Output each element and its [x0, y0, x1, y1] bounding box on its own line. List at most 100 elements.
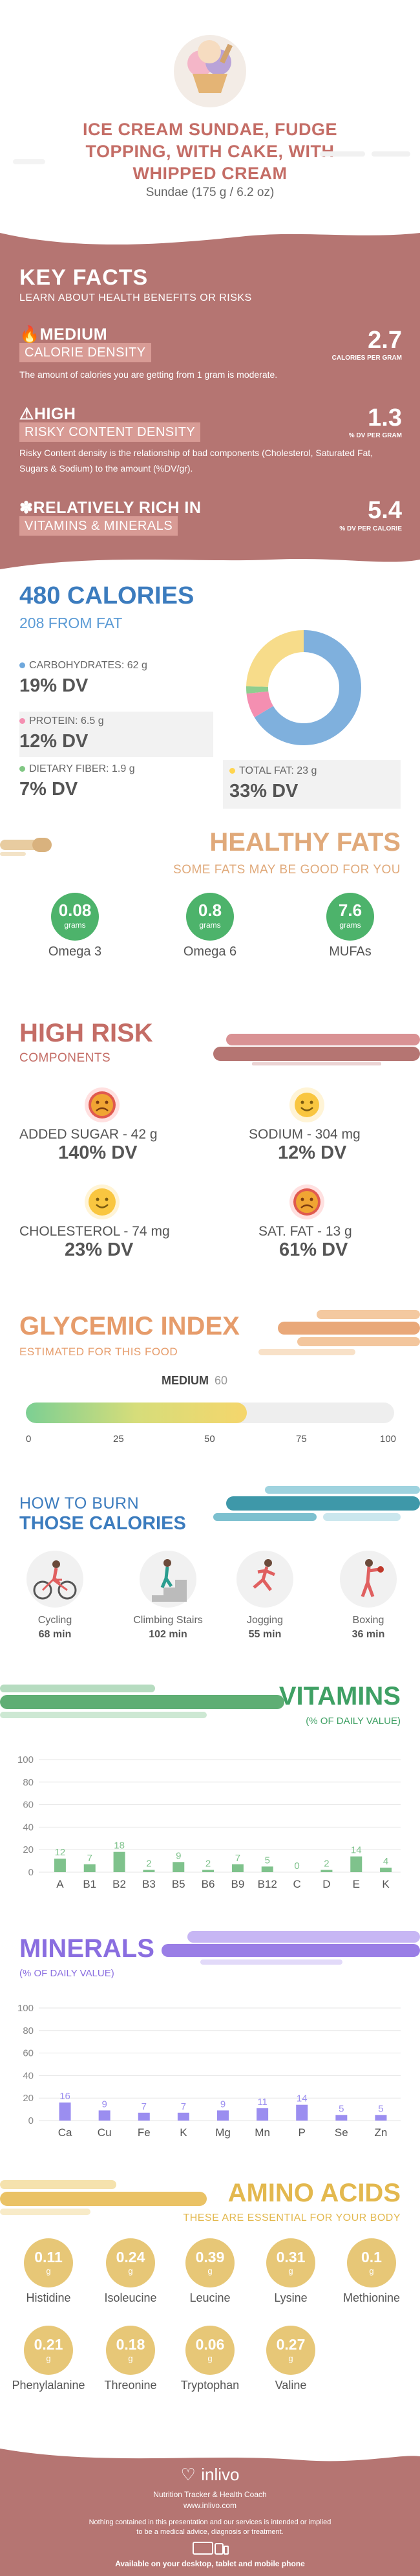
- high-risk-title: HIGH RISK: [19, 1019, 153, 1047]
- risky-content-fact: ⚠HIGH RISKY CONTENT DENSITY Risky Conten…: [19, 404, 381, 476]
- bar-Ca: [59, 2102, 71, 2121]
- amino-label: Methionine: [342, 2291, 401, 2304]
- nutrient-label: TOTAL FAT: 23 g: [239, 765, 317, 776]
- bar-value-label: 14: [351, 1845, 362, 1856]
- amino-title: AMINO ACIDS: [227, 2179, 401, 2207]
- bar-K: [380, 1868, 392, 1872]
- y-tick-label: 80: [23, 2025, 34, 2036]
- amino-isoleucine: 0.24 g Isoleucine: [89, 2238, 173, 2305]
- burn-label: Climbing Stairs: [133, 1615, 203, 1626]
- fact-description: Risky Content density is the relationshi…: [19, 448, 373, 474]
- healthy-fats-subtitle: SOME FATS MAY BE GOOD FOR YOU: [173, 863, 401, 877]
- fact-unit: % DV PER GRAM: [348, 432, 402, 439]
- jogging-icon: [236, 1550, 294, 1608]
- amino-bubble: 0.1 g: [347, 2238, 396, 2287]
- amino-bubble: 0.27 g: [266, 2326, 315, 2375]
- nutrient-label: DIETARY FIBER: 1.9 g: [29, 763, 135, 774]
- x-tick-label: B2: [112, 1878, 126, 1890]
- bar-value-label: 2: [205, 1859, 211, 1870]
- warning-icon: ⚠: [19, 405, 34, 423]
- y-tick-label: 100: [17, 1754, 34, 1765]
- fat-omega6: 0.8 grams Omega 6: [171, 893, 249, 959]
- fat-mufas: 7.6 grams MUFAs: [311, 893, 389, 959]
- bar-A: [54, 1859, 66, 1872]
- bar-P: [296, 2104, 308, 2121]
- amino-label: Histidine: [26, 2291, 71, 2304]
- devices-icon: [0, 2541, 420, 2559]
- bar-value-label: 7: [87, 1853, 92, 1864]
- burn-cycling: Cycling 68 min: [19, 1550, 90, 1641]
- footer-url[interactable]: www.inlivo.com: [183, 2501, 237, 2510]
- bar-value-label: 5: [339, 2103, 344, 2114]
- y-tick-label: 40: [23, 1822, 34, 1833]
- page-title: ICE CREAM SUNDAE, FUDGE TOPPING, WITH CA…: [82, 120, 338, 183]
- healthy-fats-title: HEALTHY FATS: [209, 828, 401, 857]
- bar-value-label: 9: [101, 2099, 107, 2110]
- bar-value-label: 0: [294, 1861, 299, 1872]
- bar-value-label: 4: [383, 1856, 388, 1867]
- heart-logo-icon: ♡: [180, 2465, 196, 2484]
- carbs-dot-icon: [19, 662, 25, 669]
- amino-valine: 0.27 g Valine: [249, 2326, 333, 2392]
- glycemic-bar: [26, 1403, 394, 1423]
- fact-value: 2.7: [368, 327, 402, 354]
- fact-level: MEDIUM: [39, 325, 108, 344]
- x-tick-label: K: [382, 1878, 390, 1890]
- bar-B5: [173, 1862, 185, 1872]
- risk-sodium: SODIUM - 304 mg 12% DV: [249, 1087, 404, 1164]
- decor-bars-glycemic: [258, 1310, 420, 1362]
- footer-disclaimer-1: Nothing contained in this presentation a…: [89, 2518, 331, 2526]
- amino-label: Phenylalanine: [12, 2379, 85, 2392]
- cycling-icon: [26, 1550, 84, 1608]
- x-tick-label: K: [180, 2126, 187, 2139]
- y-tick-label: 0: [28, 1867, 34, 1878]
- minerals-subtitle: (% OF DAILY VALUE): [19, 1968, 114, 1979]
- fact-label: VITAMINS & MINERALS: [19, 516, 178, 536]
- nutrient-fat: TOTAL FAT: 23 g 33% DV: [223, 760, 401, 809]
- bar-value-label: 16: [59, 2091, 70, 2102]
- footer: [0, 2449, 420, 2576]
- burn-stairs: Climbing Stairs 102 min: [120, 1550, 216, 1641]
- amino-bubble: 0.11 g: [24, 2238, 73, 2287]
- x-tick-label: P: [299, 2126, 306, 2139]
- burn-title: HOW TO BURN THOSE CALORIES: [19, 1494, 186, 1534]
- x-tick-label: Zn: [375, 2126, 388, 2139]
- fat-bubble: 0.8 grams: [186, 893, 234, 941]
- glycemic-tick: 50: [204, 1434, 215, 1445]
- key-facts-section: [0, 233, 420, 569]
- protein-dot-icon: [19, 718, 25, 725]
- fat-bubble: 0.08 grams: [51, 893, 99, 941]
- fact-level: RELATIVELY RICH IN: [33, 499, 202, 517]
- amino-tryptophan: 0.06 g Tryptophan: [168, 2326, 252, 2392]
- glycemic-level: MEDIUM 60: [162, 1374, 227, 1388]
- y-tick-label: 20: [23, 2093, 34, 2104]
- glycemic-level-text: MEDIUM: [162, 1374, 209, 1387]
- decor-bars-amino: [0, 2180, 207, 2219]
- decor-dashes: [0, 149, 420, 168]
- x-tick-label: Cu: [98, 2126, 112, 2139]
- vitamins-subtitle: (% OF DAILY VALUE): [306, 1716, 401, 1727]
- bar-value-label: 7: [142, 2101, 147, 2112]
- fact-label: CALORIE DENSITY: [19, 343, 151, 362]
- boxing-icon: [339, 1550, 397, 1608]
- decor-bars-vitamins: [0, 1682, 284, 1721]
- risk-value: 61% DV: [279, 1239, 348, 1260]
- x-tick-label: B3: [142, 1878, 156, 1890]
- x-tick-label: B9: [231, 1878, 245, 1890]
- burn-label: Boxing: [352, 1615, 384, 1626]
- bar-value-label: 14: [297, 2093, 308, 2104]
- nutrient-label: CARBOHYDRATES: 62 g: [29, 660, 147, 671]
- fat-bubble: 7.6 grams: [326, 893, 374, 941]
- amino-label: Lysine: [274, 2291, 308, 2304]
- glycemic-tick: 100: [380, 1434, 397, 1445]
- amino-label: Threonine: [104, 2379, 157, 2392]
- bar-value-label: 7: [181, 2101, 186, 2112]
- burn-boxing: Boxing 36 min: [333, 1550, 404, 1641]
- nutrient-value: 19% DV: [19, 675, 89, 696]
- glycemic-bar-fill: [26, 1403, 247, 1423]
- high-risk-subtitle: COMPONENTS: [19, 1051, 111, 1065]
- bar-value-label: 5: [265, 1855, 270, 1866]
- burn-time: 36 min: [352, 1629, 385, 1640]
- fiber-dot-icon: [19, 766, 25, 772]
- x-tick-label: E: [353, 1878, 360, 1890]
